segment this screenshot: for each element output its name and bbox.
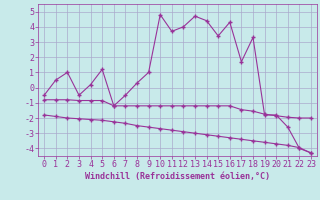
- X-axis label: Windchill (Refroidissement éolien,°C): Windchill (Refroidissement éolien,°C): [85, 172, 270, 181]
